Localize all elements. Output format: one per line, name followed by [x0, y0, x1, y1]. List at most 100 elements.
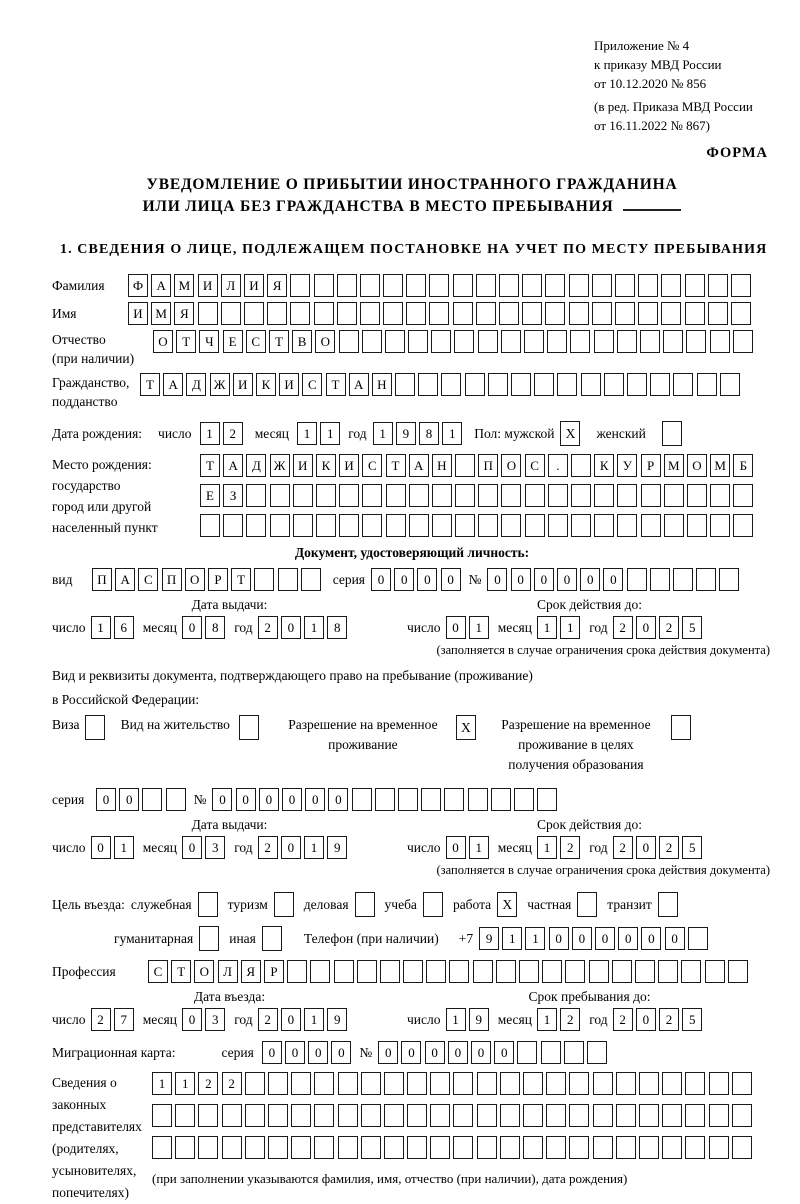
char-cell[interactable] — [429, 274, 450, 297]
char-cell[interactable]: 0 — [261, 1041, 282, 1064]
char-cell[interactable]: 2 — [257, 616, 278, 639]
char-cell[interactable] — [681, 960, 702, 983]
gender-female-checkbox[interactable] — [661, 421, 682, 446]
char-cell[interactable]: 0 — [635, 836, 656, 859]
char-cell[interactable] — [594, 514, 615, 537]
char-cell[interactable]: 9 — [468, 1008, 489, 1031]
char-cell[interactable] — [291, 1072, 312, 1095]
char-cell[interactable]: О — [315, 330, 336, 353]
char-cell[interactable] — [617, 514, 638, 537]
char-cell[interactable] — [730, 274, 751, 297]
char-cell[interactable] — [383, 1136, 404, 1159]
char-cell[interactable] — [360, 1104, 381, 1127]
char-cell[interactable] — [603, 373, 624, 396]
char-cell[interactable]: 0 — [182, 836, 202, 859]
char-cell[interactable]: П — [92, 568, 112, 591]
char-cell[interactable]: 2 — [560, 1008, 581, 1031]
char-cell[interactable] — [586, 1041, 607, 1064]
char-cell[interactable] — [684, 302, 705, 325]
purpose-humanitarian-checkbox[interactable] — [199, 926, 220, 951]
char-cell[interactable]: 0 — [119, 788, 140, 811]
char-cell[interactable] — [658, 960, 679, 983]
char-cell[interactable] — [383, 302, 404, 325]
char-cell[interactable]: 1 — [304, 616, 324, 639]
char-cell[interactable] — [454, 330, 475, 353]
char-cell[interactable]: Б — [733, 454, 754, 477]
char-cell[interactable]: 2 — [612, 616, 633, 639]
char-cell[interactable] — [487, 373, 508, 396]
char-cell[interactable] — [356, 960, 377, 983]
char-cell[interactable] — [616, 330, 637, 353]
char-cell[interactable]: 0 — [494, 1041, 515, 1064]
char-cell[interactable]: 8 — [419, 422, 440, 445]
char-cell[interactable]: С — [138, 568, 159, 591]
char-cell[interactable] — [686, 330, 707, 353]
char-cell[interactable] — [663, 514, 684, 537]
char-cell[interactable] — [523, 1104, 543, 1127]
char-cell[interactable]: 0 — [557, 568, 578, 591]
char-cell[interactable] — [408, 330, 429, 353]
purpose-tourism-checkbox[interactable] — [273, 892, 294, 917]
char-cell[interactable] — [300, 568, 321, 591]
char-cell[interactable] — [337, 1104, 358, 1127]
char-cell[interactable] — [152, 1104, 172, 1127]
char-cell[interactable] — [638, 302, 659, 325]
char-cell[interactable]: 2 — [90, 1008, 111, 1031]
char-cell[interactable]: А — [151, 274, 172, 297]
char-cell[interactable] — [673, 373, 694, 396]
char-cell[interactable]: 0 — [331, 1041, 352, 1064]
char-cell[interactable]: 1 — [199, 422, 220, 445]
char-cell[interactable]: И — [232, 373, 253, 396]
char-cell[interactable] — [662, 1072, 683, 1095]
char-cell[interactable]: 8 — [205, 616, 226, 639]
char-cell[interactable] — [571, 484, 591, 507]
char-cell[interactable] — [545, 274, 566, 297]
char-cell[interactable] — [267, 1072, 288, 1095]
char-cell[interactable] — [733, 484, 754, 507]
char-cell[interactable] — [511, 373, 531, 396]
char-cell[interactable]: 0 — [235, 788, 256, 811]
char-cell[interactable] — [314, 1136, 335, 1159]
char-cell[interactable] — [571, 514, 591, 537]
char-cell[interactable]: 0 — [445, 616, 466, 639]
gender-male-checkbox[interactable]: X — [560, 421, 581, 446]
char-cell[interactable]: 9 — [327, 836, 348, 859]
purpose-transit-checkbox[interactable] — [657, 892, 678, 917]
char-cell[interactable] — [223, 514, 244, 537]
purpose-official-checkbox[interactable] — [197, 892, 218, 917]
char-cell[interactable] — [640, 514, 661, 537]
char-cell[interactable] — [650, 373, 671, 396]
char-cell[interactable]: 9 — [327, 1008, 348, 1031]
char-cell[interactable] — [517, 1041, 538, 1064]
char-cell[interactable] — [547, 330, 568, 353]
char-cell[interactable] — [519, 960, 539, 983]
char-cell[interactable]: Т — [171, 960, 192, 983]
char-cell[interactable]: Н — [371, 373, 392, 396]
char-cell[interactable]: 0 — [487, 568, 508, 591]
char-cell[interactable]: 5 — [682, 616, 703, 639]
char-cell[interactable] — [708, 1072, 729, 1095]
char-cell[interactable] — [731, 1136, 752, 1159]
char-cell[interactable] — [687, 927, 708, 950]
char-cell[interactable] — [499, 1104, 520, 1127]
char-cell[interactable] — [540, 1041, 561, 1064]
residence-permit-checkbox[interactable] — [238, 715, 259, 740]
char-cell[interactable]: 1 — [445, 1008, 466, 1031]
char-cell[interactable]: Т — [268, 330, 289, 353]
char-cell[interactable] — [546, 1104, 567, 1127]
char-cell[interactable]: 1 — [442, 422, 463, 445]
char-cell[interactable] — [441, 373, 462, 396]
char-cell[interactable] — [337, 1072, 358, 1095]
char-cell[interactable] — [685, 1136, 706, 1159]
char-cell[interactable] — [351, 788, 372, 811]
